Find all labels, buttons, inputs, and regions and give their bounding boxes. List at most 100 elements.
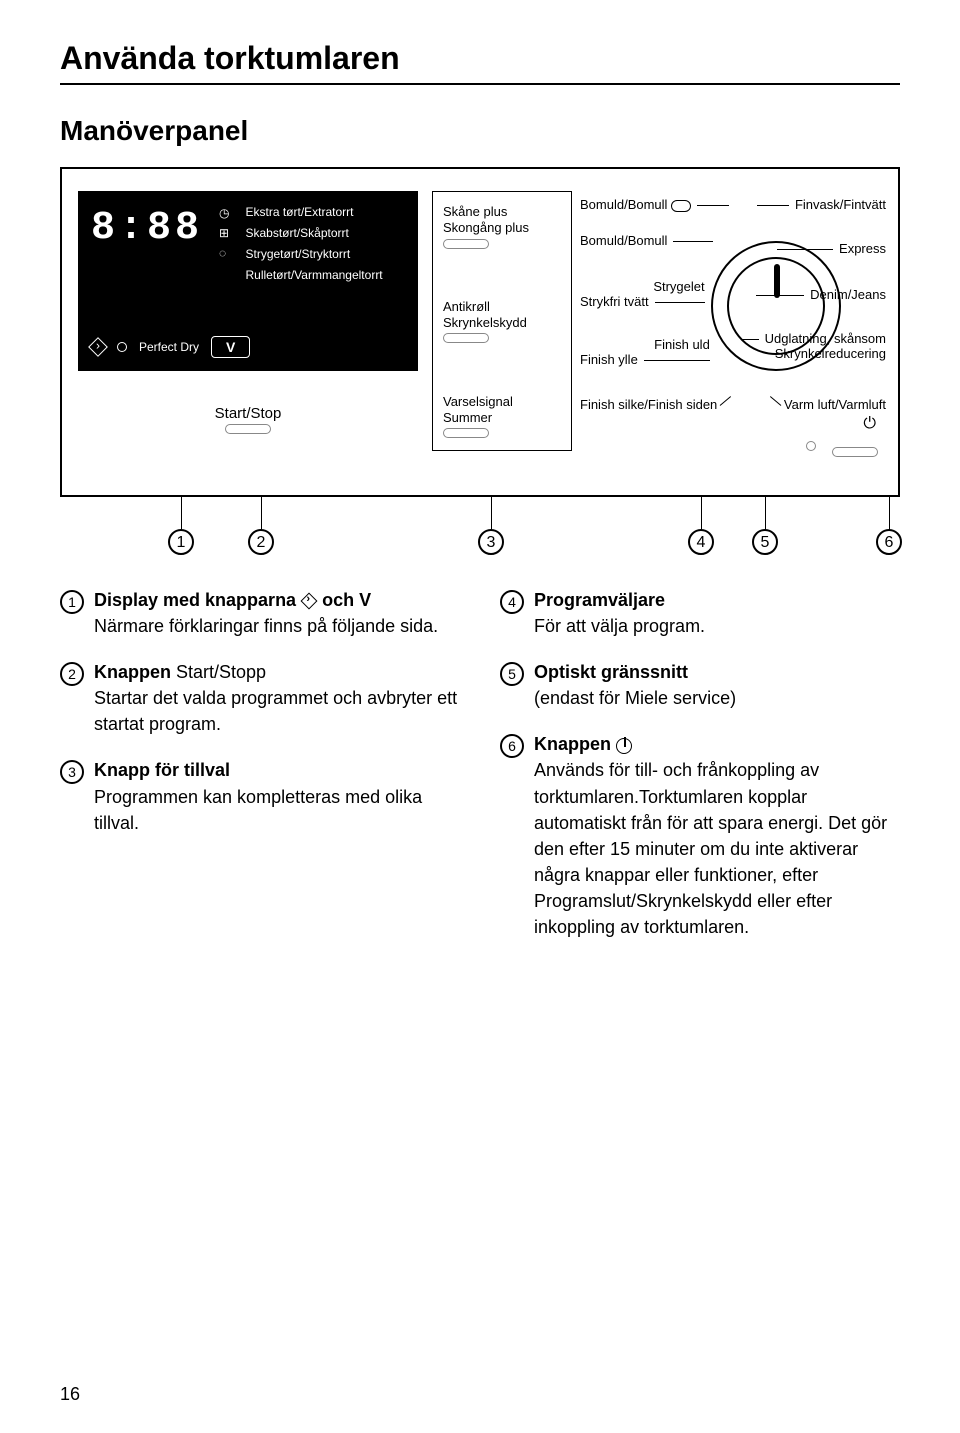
item-4: 4 Programväljare För att välja program. bbox=[500, 587, 900, 639]
v-symbol: V bbox=[359, 590, 371, 610]
start-stop-label: Start/Stop bbox=[215, 405, 282, 422]
panel-inner: 8:88 ◷ ⊞ ◌ Ekstra tørt/Extratorrt Skabst… bbox=[78, 191, 882, 455]
item-4-head: Programväljare bbox=[534, 590, 665, 610]
callout-3: 3 bbox=[478, 529, 504, 555]
prog-warm-air-label: Varm luft/Varmluft bbox=[784, 397, 886, 412]
diamond-icon bbox=[301, 593, 318, 610]
prog-express: Express bbox=[777, 241, 886, 256]
prog-denim-label: Denim/Jeans bbox=[810, 287, 886, 302]
grid-icon: ⊞ bbox=[219, 226, 229, 240]
prog-cotton-eco-label: Bomuld/Bomull bbox=[580, 197, 667, 212]
prog-wool-l2: Finish ylle bbox=[580, 352, 638, 367]
opt-buzzer-button[interactable] bbox=[443, 428, 489, 438]
prog-cotton: Bomuld/Bomull bbox=[580, 233, 713, 248]
prog-smoothing-l1: Udglatning, skånsom bbox=[765, 331, 886, 346]
callout-2: 2 bbox=[248, 529, 274, 555]
diamond-button[interactable] bbox=[88, 337, 108, 357]
item-2-text: Knappen Start/Stopp Startar det valda pr… bbox=[94, 659, 460, 737]
prog-minimum-iron: Strygelet Strykfri tvätt bbox=[580, 279, 705, 309]
prog-wool-l1: Finish uld bbox=[654, 337, 710, 352]
item-5: 5 Optiskt gränssnitt (endast för Miele s… bbox=[500, 659, 900, 711]
item-5-text: Optiskt gränssnitt (endast för Miele ser… bbox=[534, 659, 736, 711]
prog-smoothing-l2: Skrynkelreducering bbox=[775, 346, 886, 361]
start-stop-button[interactable] bbox=[225, 424, 271, 434]
item-4-text: Programväljare För att välja program. bbox=[534, 587, 705, 639]
badge-3: 3 bbox=[60, 760, 84, 784]
callout-6: 6 bbox=[876, 529, 902, 555]
level-iron: Strygetørt/Stryktorrt bbox=[246, 248, 383, 260]
prog-minimum-iron-l1: Strygelet bbox=[653, 279, 704, 294]
perfectdry-label: Perfect Dry bbox=[139, 340, 199, 354]
body-left: 1 Display med knapparna och V Närmare fö… bbox=[60, 587, 460, 960]
prog-warm-air: Varm luft/Varmluft bbox=[767, 397, 886, 412]
seven-segment: 8:88 bbox=[91, 206, 203, 281]
item-5-head: Optiskt gränssnitt bbox=[534, 662, 688, 682]
badge-1: 1 bbox=[60, 590, 84, 614]
display-unit: 8:88 ◷ ⊞ ◌ Ekstra tørt/Extratorrt Skabst… bbox=[78, 191, 418, 371]
opt-gentle-button[interactable] bbox=[443, 239, 489, 249]
callouts-row: 1 2 3 4 5 6 bbox=[60, 501, 900, 581]
prog-cotton-eco: Bomuld/Bomull bbox=[580, 197, 729, 212]
badge-5: 5 bbox=[500, 662, 524, 686]
prog-delicate-label: Finvask/Fintvätt bbox=[795, 197, 886, 212]
item-3-head: Knapp för tillval bbox=[94, 760, 230, 780]
dial-column: Bomuld/Bomull Bomuld/Bomull Strygelet St… bbox=[586, 191, 882, 451]
item-1-head-b: och bbox=[317, 590, 359, 610]
body-columns: 1 Display med knapparna och V Närmare fö… bbox=[60, 587, 900, 960]
opt-gentle: Skåne plus Skongång plus bbox=[443, 204, 561, 249]
opt-buzzer-l1: Varselsignal bbox=[443, 394, 561, 410]
opt-buzzer: Varselsignal Summer bbox=[443, 394, 561, 439]
v-button[interactable]: V bbox=[211, 336, 250, 358]
callout-1: 1 bbox=[168, 529, 194, 555]
item-3: 3 Knapp för tillval Programmen kan kompl… bbox=[60, 757, 460, 835]
opt-gentle-l2: Skongång plus bbox=[443, 220, 561, 236]
display-bottom: Perfect Dry V bbox=[91, 336, 405, 358]
indicator-icons: ◷ ⊞ ◌ bbox=[219, 206, 229, 281]
item-6-head: Knappen bbox=[534, 734, 616, 754]
dryness-levels: Ekstra tørt/Extratorrt Skabstørt/Skåptor… bbox=[246, 206, 383, 281]
item-6: 6 Knappen Används för till- och frånkopp… bbox=[500, 731, 900, 940]
power-led bbox=[806, 441, 816, 451]
display-column: 8:88 ◷ ⊞ ◌ Ekstra tørt/Extratorrt Skabst… bbox=[78, 191, 418, 434]
cotton-oval-icon bbox=[671, 200, 691, 212]
opt-buzzer-l2: Summer bbox=[443, 410, 561, 426]
opt-anticrease-button[interactable] bbox=[443, 333, 489, 343]
badge-6: 6 bbox=[500, 734, 524, 758]
perfectdry-led bbox=[117, 342, 127, 352]
water-icon: ◌ bbox=[219, 246, 229, 260]
panel-frame: 8:88 ◷ ⊞ ◌ Ekstra tørt/Extratorrt Skabst… bbox=[60, 167, 900, 497]
item-1-text: Display med knapparna och V Närmare förk… bbox=[94, 587, 438, 639]
prog-smoothing: Udglatning, skånsom Skrynkelreducering bbox=[741, 331, 886, 361]
power-icon: ⏻ bbox=[863, 415, 876, 433]
prog-cotton-label: Bomuld/Bomull bbox=[580, 233, 667, 248]
item-1: 1 Display med knapparna och V Närmare fö… bbox=[60, 587, 460, 639]
item-3-text: Knapp för tillval Programmen kan komplet… bbox=[94, 757, 460, 835]
item-2-head-b: Start/Stopp bbox=[176, 662, 266, 682]
prog-silk-label: Finish silke/Finish siden bbox=[580, 397, 717, 412]
prog-minimum-iron-l2: Strykfri tvätt bbox=[580, 294, 649, 309]
options-column: Skåne plus Skongång plus Antikrøll Skryn… bbox=[432, 191, 572, 451]
clock-icon: ◷ bbox=[219, 206, 229, 220]
item-4-rest: För att välja program. bbox=[534, 616, 705, 636]
power-button[interactable] bbox=[832, 447, 878, 457]
section-title: Manöverpanel bbox=[60, 115, 900, 147]
page-number: 16 bbox=[60, 1384, 80, 1405]
item-6-text: Knappen Används för till- och frånkoppli… bbox=[534, 731, 900, 940]
prog-denim: Denim/Jeans bbox=[756, 287, 886, 302]
opt-anticrease-l1: Antikrøll bbox=[443, 299, 561, 315]
prog-express-label: Express bbox=[839, 241, 886, 256]
level-cupboard: Skabstørt/Skåptorrt bbox=[246, 227, 383, 239]
opt-anticrease-l2: Skrynkelskydd bbox=[443, 315, 561, 331]
display-top: 8:88 ◷ ⊞ ◌ Ekstra tørt/Extratorrt Skabst… bbox=[91, 206, 405, 281]
prog-wool: Finish uld Finish ylle bbox=[580, 337, 710, 367]
start-stop: Start/Stop bbox=[78, 405, 418, 434]
item-1-rest: Närmare förklaringar finns på följande s… bbox=[94, 616, 438, 636]
item-2-rest: Startar det valda programmet och avbryte… bbox=[94, 688, 457, 734]
power-inline-icon bbox=[616, 738, 632, 754]
item-6-rest: Används för till- och frånkoppling av to… bbox=[534, 760, 887, 937]
body-right: 4 Programväljare För att välja program. … bbox=[500, 587, 900, 960]
item-2: 2 Knappen Start/Stopp Startar det valda … bbox=[60, 659, 460, 737]
prog-delicate: Finvask/Fintvätt bbox=[757, 197, 886, 212]
rule bbox=[60, 83, 900, 85]
badge-4: 4 bbox=[500, 590, 524, 614]
